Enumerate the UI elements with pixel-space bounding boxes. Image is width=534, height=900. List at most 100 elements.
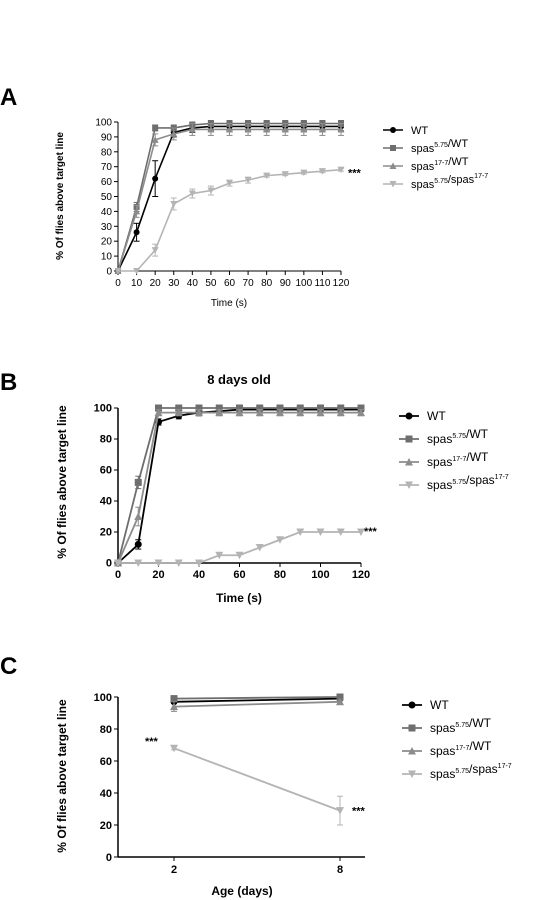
chart-a-y-tick-label-9: 90 [101,132,113,143]
chart-b-ylabel: % Of flies above target line [55,405,69,559]
chart-b-title: 8 days old [207,372,271,387]
chart-b-series-2-point-2 [154,408,163,417]
chart-a-legend-marker-1 [390,145,396,151]
chart-a-y-tick-label-3: 30 [101,222,113,233]
chart-a-y-tick-label-4: 40 [101,207,113,218]
chart-a-series-0-point-1 [133,229,140,236]
chart-a-series-2-point-11 [318,125,326,133]
chart-c-legend-label-0: WT [430,698,449,712]
chart-c-series-3-point-1 [336,807,344,815]
chart-b-y-tick-label-2: 40 [100,496,112,508]
chart-a-series-0-point-2 [152,175,159,182]
chart-b-series-2-point-3 [174,408,183,417]
chart-c-legend-label-1: spas5.75/WT [430,716,492,735]
chart-b-legend-marker-0 [405,412,413,420]
chart-b-y-tick-label-1: 20 [100,527,112,539]
chart-a-series-2-point-7 [244,125,252,133]
chart-b-series-1-point-10 [317,404,324,412]
chart-a-series-2-point-2 [151,136,159,143]
chart-a-series-3-point-0 [114,268,122,275]
chart-a-x-tick-label-10: 100 [295,278,312,289]
chart-b-series-1-point-12 [357,404,365,412]
chart-a: Time (s) % Of flies above target line 01… [55,118,488,310]
chart-b-series-3-point-12 [357,528,365,536]
chart-b-series-3-point-0 [114,559,122,567]
chart-c-x-tick-label-1: 8 [337,864,343,876]
chart-c-y-tick-label-1: 20 [100,820,112,832]
chart-b-series-3-point-7 [255,544,264,552]
chart-a-series-0-line [117,125,341,272]
chart-c-y-tick-label-2: 40 [100,788,112,800]
chart-b-series-2-point-10 [316,408,325,417]
chart-a-series-2-point-4 [188,125,196,133]
chart-a-legend-marker-3 [389,181,397,188]
chart-b-series-2-point-9 [296,408,305,417]
chart-b-y-tick-label-3: 60 [100,465,112,477]
chart-b-series-2-point-7 [255,408,264,417]
chart-b-legend-marker-1 [405,435,413,443]
chart-b-x-tick-label-3: 60 [233,569,245,581]
chart-c-series-0-line [173,697,341,703]
chart-a-x-tick-label-5: 50 [205,278,217,289]
chart-b-series-3-point-11 [336,528,345,536]
chart-a-series-2-point-12 [337,125,345,133]
chart-c-xlabel: Age (days) [211,884,272,898]
chart-a-x-tick-label-8: 80 [261,278,273,289]
chart-c-legend-marker-3 [408,770,416,778]
chart-c-legend-marker-0 [408,701,416,709]
chart-a-legend-marker-0 [390,127,396,133]
chart-c-series-2-line [173,700,341,708]
chart-c-y-tick-label-0: 0 [106,852,112,864]
chart-b-legend-marker-2 [405,458,413,466]
chart-b-series-1-point-1 [134,478,142,486]
panel-label-c: C [0,653,17,680]
chart-b-series-1-point-8 [276,404,284,412]
chart-b-x-tick-label-0: 0 [115,569,121,581]
chart-b-series-0-point-1 [134,540,142,548]
chart-a-legend-label-3: spas5.75/spas17-7 [411,173,488,191]
chart-a-x-tick-label-11: 110 [314,278,330,289]
chart-a-x-tick-label-4: 40 [187,278,199,289]
chart-c-significance-label-day8: *** [352,806,366,818]
chart-b-series-2-point-11 [336,408,345,417]
chart-b-series-2-point-4 [195,408,203,417]
chart-b: 8 days old Time (s) % Of flies above tar… [55,372,509,605]
chart-a-legend-marker-2 [389,162,397,169]
chart-a-ylabel: % Of flies above target line [55,132,66,260]
chart-a-series-3-point-2 [151,247,159,254]
chart-b-series-3-point-1 [134,559,143,567]
chart-b-series-3-point-5 [215,551,224,560]
chart-a-significance-label: *** [348,168,362,180]
chart-b-legend-marker-3 [405,481,413,489]
chart-a-series-3-point-11 [318,168,326,175]
chart-a-series-2-point-10 [300,125,308,133]
chart-c-x-tick-label-0: 2 [171,864,177,876]
chart-b-series-1-point-3 [175,404,183,412]
chart-a-series-3-point-5 [207,187,215,195]
chart-a-series-3-point-8 [263,172,271,180]
chart-b-y-tick-label-5: 100 [94,403,112,415]
chart-a-xlabel: Time (s) [211,298,247,309]
chart-c-legend-label-3: spas5.75/spas17-7 [430,762,512,781]
chart-b-series-1-point-11 [337,404,345,412]
chart-b-series-1-point-6 [236,404,243,412]
chart-b-series-1-point-4 [195,404,203,412]
chart-a-x-tick-label-1: 10 [131,278,143,289]
chart-a-series-3-point-3 [170,200,178,208]
chart-b-series-2-point-5 [215,408,224,417]
chart-a-series-2-point-5 [207,125,215,133]
chart-a-series-2-point-6 [226,125,233,133]
chart-a-legend-label-1: spas5.75/WT [411,138,468,155]
chart-a-x-tick-label-0: 0 [115,278,121,289]
chart-a-x-tick-label-7: 70 [243,278,255,289]
chart-c-significance-label-day2: *** [145,736,159,748]
chart-b-series-1-point-5 [215,404,223,412]
chart-a-series-3-point-10 [300,169,308,177]
chart-c: Age (days) % Of flies above target line … [55,692,512,898]
chart-a-series-3-point-1 [133,268,141,275]
chart-a-legend-label-0: WT [411,125,428,137]
panel-label-a: A [0,84,17,111]
chart-a-series-3-point-6 [226,180,233,187]
chart-b-series-2-point-8 [276,408,284,417]
chart-a-y-tick-label-5: 50 [101,192,113,203]
